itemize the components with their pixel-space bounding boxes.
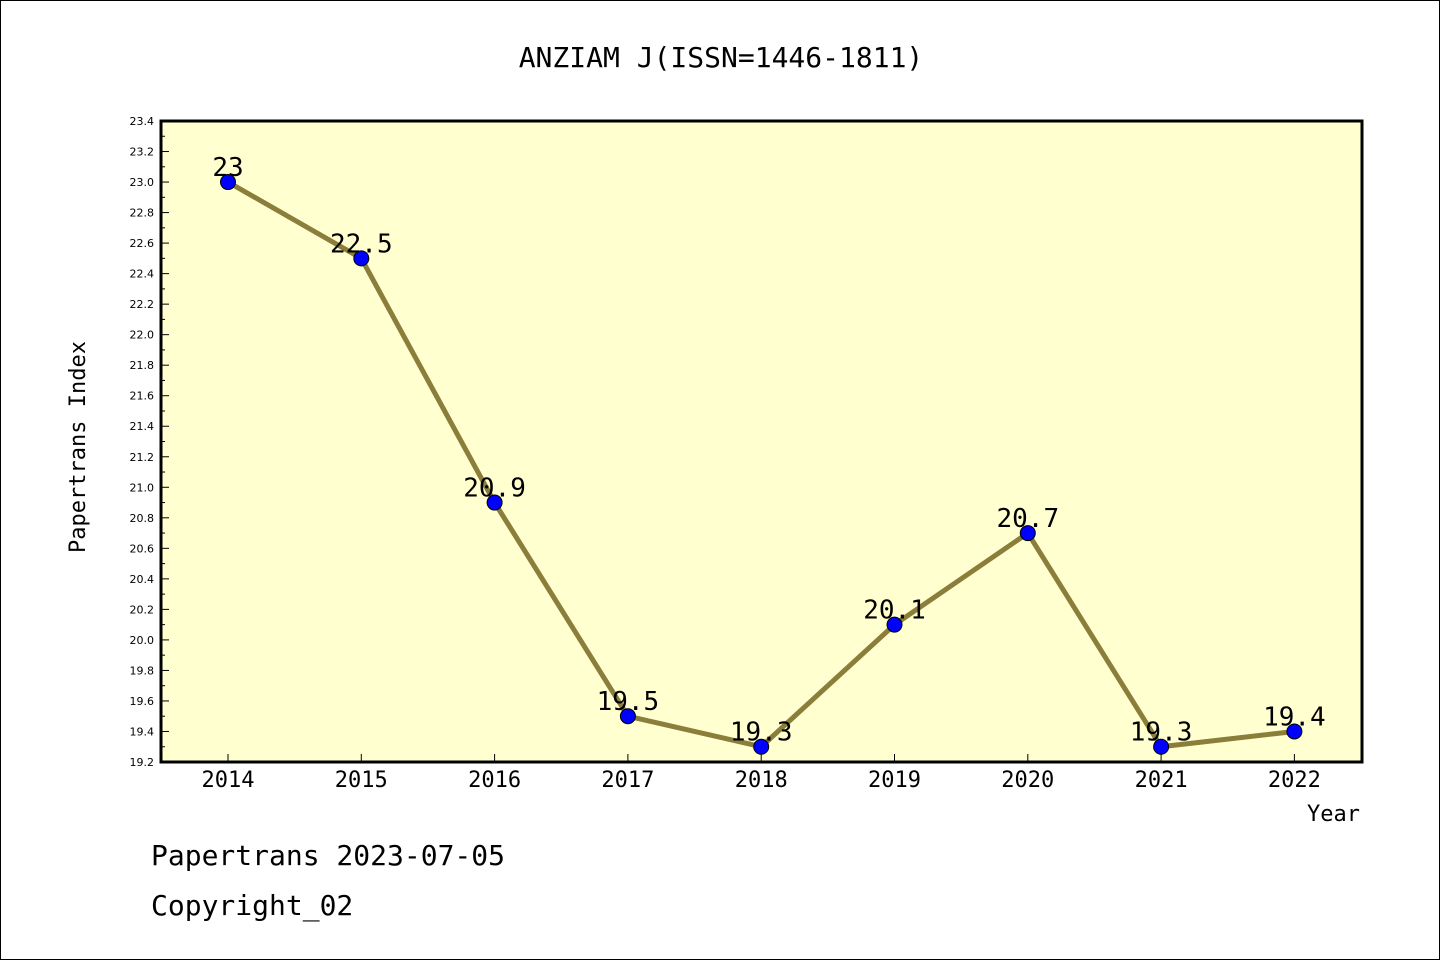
y-tick-label: 21.8 <box>130 359 155 372</box>
data-label: 19.3 <box>730 718 793 748</box>
y-tick-label: 22.0 <box>130 329 155 342</box>
y-tick-label: 23.2 <box>130 146 155 159</box>
data-point <box>886 616 903 633</box>
y-tick-label: 23.4 <box>130 115 155 128</box>
y-tick-label: 19.8 <box>130 664 155 677</box>
data-label: 23 <box>212 153 243 183</box>
y-tick-label: 21.0 <box>130 481 155 494</box>
data-point <box>353 250 370 267</box>
y-tick-label: 19.2 <box>130 756 155 769</box>
x-tick-label: 2014 <box>202 768 255 793</box>
data-points <box>220 174 1303 755</box>
x-tick-label: 2020 <box>1001 768 1054 793</box>
y-axis-label: Papertrans Index <box>66 341 91 553</box>
y-tick-label: 22.4 <box>130 268 155 281</box>
data-label: 20.9 <box>463 474 526 504</box>
footer-copyright: Copyright_02 <box>151 889 353 923</box>
y-tick-label: 19.6 <box>130 695 155 708</box>
data-label: 20.7 <box>996 504 1059 534</box>
data-point <box>1019 525 1036 542</box>
data-label: 22.5 <box>330 229 393 259</box>
data-point <box>486 494 503 511</box>
x-tick-label: 2018 <box>735 768 788 793</box>
data-label: 19.4 <box>1263 702 1326 732</box>
y-tick-label: 22.2 <box>130 298 155 311</box>
x-tick-label: 2016 <box>468 768 521 793</box>
data-label: 19.5 <box>597 687 660 717</box>
y-tick-label: 21.4 <box>130 420 155 433</box>
y-tick-label: 20.6 <box>130 542 155 555</box>
x-tick-label: 2021 <box>1135 768 1188 793</box>
y-tick-label: 21.2 <box>130 451 155 464</box>
data-labels: 23 22.5 20.9 19.5 19.3 20.1 20.7 19.3 19.4 <box>212 153 1325 748</box>
x-tick-label: 2017 <box>601 768 654 793</box>
y-axis: 19.2 19.4 19.6 19.8 20.0 20.2 20.4 20.6 20.8 21.0… <box>130 115 169 769</box>
y-tick-label: 21.6 <box>130 390 155 403</box>
x-tick-label: 2022 <box>1268 768 1321 793</box>
data-point <box>220 174 236 191</box>
data-label: 19.3 <box>1130 718 1193 748</box>
y-tick-label: 22.6 <box>130 237 155 250</box>
data-point <box>1153 738 1170 755</box>
x-tick-label: 2015 <box>335 768 388 793</box>
y-tick-label: 22.8 <box>130 207 155 220</box>
data-point <box>1286 723 1303 740</box>
data-point <box>619 708 636 725</box>
y-tick-label: 20.2 <box>130 603 155 616</box>
y-tick-label: 23.0 <box>130 176 155 189</box>
x-tick-label: 2019 <box>868 768 921 793</box>
y-tick-label: 20.0 <box>130 634 155 647</box>
chart-title: ANZIAM J(ISSN=1446-1811) <box>519 41 924 74</box>
footer-date: Papertrans 2023-07-05 <box>151 839 505 872</box>
x-axis: 2014 2015 2016 2017 2018 2019 2020 2021 2022 <box>202 754 1321 793</box>
y-tick-label: 20.8 <box>130 512 155 525</box>
data-point <box>753 738 770 755</box>
x-axis-label: Year <box>1307 802 1360 827</box>
y-tick-label: 20.4 <box>130 573 155 586</box>
y-tick-label: 19.4 <box>130 725 155 738</box>
data-label: 20.1 <box>863 596 926 626</box>
plot-area <box>159 119 1364 764</box>
